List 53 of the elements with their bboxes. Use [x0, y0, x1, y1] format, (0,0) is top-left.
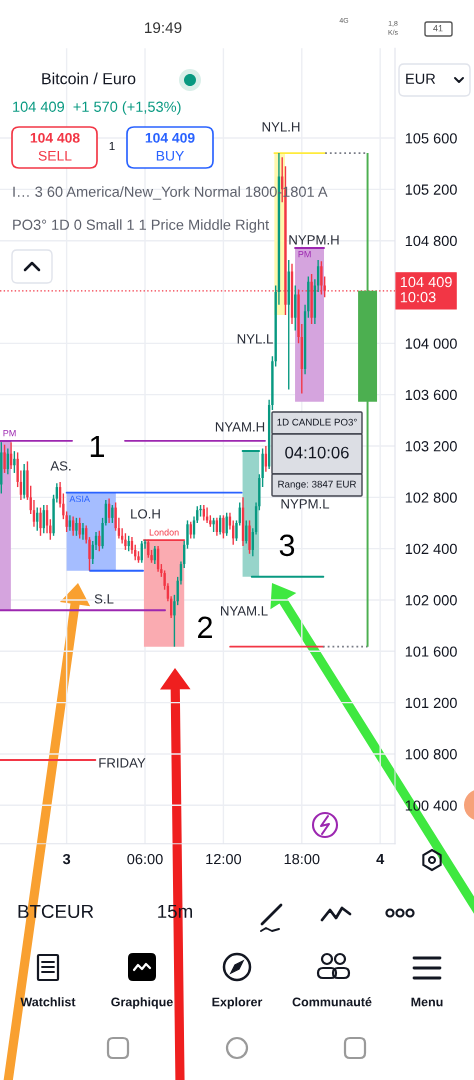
- annotation: PO3° 1D 0 Small 1 1 Price Middle Right: [13, 219, 269, 233]
- annotation: 3: [279, 534, 295, 557]
- annotation: 104 409: [145, 132, 195, 143]
- annotation: NYL.H: [262, 122, 300, 132]
- text: 41: [433, 25, 443, 32]
- annotation: SELL: [38, 150, 72, 161]
- text: 104 409 +1 570 (+1,53%): [13, 101, 181, 115]
- x-tick-label: 12:00: [206, 853, 242, 865]
- annotation: NYL.L: [237, 334, 273, 344]
- annotation: 2: [198, 616, 212, 638]
- y-tick-label: 102 000: [405, 595, 457, 606]
- x-tick-label: 06:00: [127, 853, 163, 865]
- annotation: AS.: [50, 461, 71, 471]
- text: Menu: [411, 997, 443, 1007]
- y-tick-label: 103 600: [405, 389, 457, 401]
- y-tick-label: 105 600: [405, 133, 457, 144]
- y-tick-label: 104 000: [405, 338, 457, 349]
- text: Bitcoin / Euro: [42, 72, 136, 85]
- annotation: NYAM.L: [221, 606, 268, 616]
- text: Explorer: [212, 997, 263, 1009]
- annotation: NYPM.H: [289, 235, 339, 245]
- annotation: 104 408: [30, 132, 80, 143]
- series-label: ASIA: [69, 495, 90, 503]
- text: 19:49: [145, 22, 182, 34]
- series-label: PM: [3, 430, 16, 437]
- text: Graphique: [111, 997, 173, 1009]
- y-tick-label: 100 800: [405, 749, 457, 760]
- x-tick-label: 3: [62, 853, 71, 865]
- annotation: 04:10:06: [285, 446, 349, 459]
- annotation: LO.H: [131, 509, 160, 519]
- y-tick-label: 103 200: [405, 441, 457, 452]
- x-tick-label: 18:00: [284, 853, 320, 865]
- annotation: 1: [109, 141, 115, 151]
- annotation: NYPM.L: [281, 499, 330, 509]
- ref-line-label: 104 409 10:03: [400, 276, 452, 303]
- y-tick-label: 105 200: [405, 184, 457, 195]
- text: EUR: [406, 73, 436, 84]
- y-tick-label: 102 800: [405, 492, 457, 503]
- annotation: 1D CANDLE PO3°: [277, 418, 357, 426]
- annotation: FRIDAY: [99, 758, 146, 768]
- y-tick-label: 101 200: [405, 697, 457, 709]
- annotation: NYAM.H: [215, 422, 265, 432]
- series-label: PM: [298, 251, 311, 258]
- text: Communauté: [292, 997, 372, 1007]
- y-tick-label: 104 800: [405, 235, 457, 247]
- annotation: S.L: [94, 594, 114, 604]
- series-label: London: [149, 528, 179, 536]
- y-tick-label: 102 400: [405, 543, 457, 555]
- annotation: BUY: [156, 151, 184, 161]
- x-tick-label: 4: [376, 854, 385, 865]
- annotation: Range: 3847 EUR: [278, 480, 356, 490]
- y-tick-label: 101 600: [405, 646, 457, 657]
- annotation: 1: [90, 435, 105, 457]
